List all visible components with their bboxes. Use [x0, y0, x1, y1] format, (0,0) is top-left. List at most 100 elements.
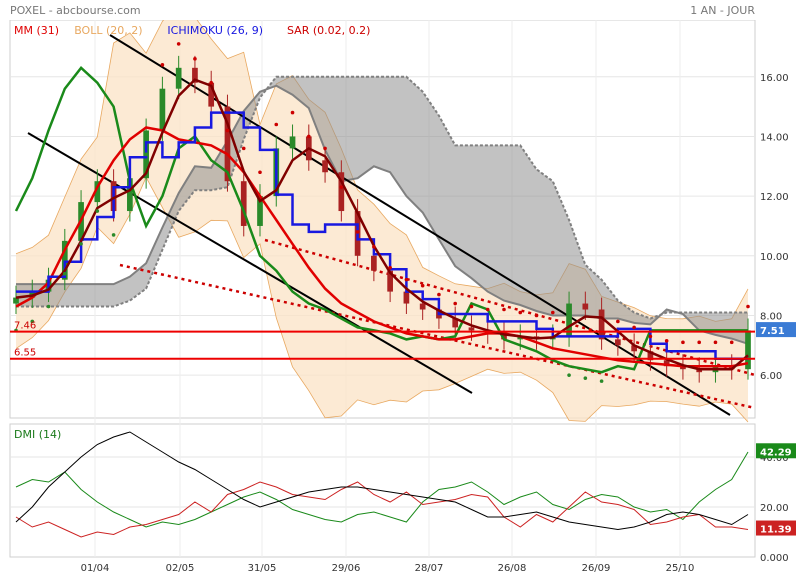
sar-dot — [713, 340, 718, 345]
candle-body — [289, 136, 296, 149]
sar-dot — [648, 334, 653, 339]
candle-body — [322, 160, 328, 173]
candle-body — [175, 67, 182, 89]
dmi-minus-line — [15, 481, 749, 538]
date-axis: 01/04 02/05 31/05 29/06 28/07 26/08 26/09 25/10 — [81, 563, 695, 574]
candle-body — [696, 369, 703, 373]
price-tick-label: 12.00 — [760, 192, 789, 203]
dmi-axis: 40.00 20.00 0.000 — [760, 453, 789, 564]
dmi-plus-line — [15, 451, 749, 528]
candle-body — [94, 181, 101, 203]
candle-body — [240, 181, 247, 226]
candle-body — [387, 270, 393, 292]
sar-dot — [404, 277, 409, 282]
candle-body — [582, 303, 589, 310]
dmi-tick-label: 0.000 — [760, 553, 789, 564]
candle-body — [468, 327, 475, 331]
sar-dot — [241, 146, 246, 151]
candle-body — [680, 366, 686, 370]
period-label: 1 AN - JOUR — [690, 4, 755, 17]
sar-dot — [274, 122, 279, 127]
legend-item: SAR (0.02, 0.2) — [287, 24, 370, 37]
level-label: 6.55 — [14, 348, 36, 359]
candle-body — [566, 303, 572, 337]
sar-dot — [453, 301, 458, 306]
sar-dot — [518, 310, 523, 315]
legend-item: ICHIMOKU (26, 9) — [167, 24, 263, 37]
legend-item: BOLL (20, 2) — [74, 24, 142, 37]
legend-item: MM (31) — [14, 24, 59, 37]
candle-body — [127, 178, 133, 212]
price-tick-label: 14.00 — [760, 132, 789, 143]
sar-dot — [355, 230, 360, 234]
senkou-span-b — [16, 75, 748, 320]
senkou-span-a — [16, 84, 749, 345]
price-tick-label: 10.00 — [760, 252, 789, 263]
resistance-dotted-line — [264, 238, 756, 377]
sar-dot — [111, 233, 116, 237]
sar-dot — [209, 80, 213, 85]
dmi-lines — [15, 431, 749, 538]
sar-dot — [176, 42, 181, 46]
last-price-badge-bg — [756, 322, 796, 338]
sar-dot — [63, 271, 67, 276]
price-tick-label: 8.00 — [760, 311, 782, 322]
sar-dot — [632, 325, 636, 330]
sar-dot — [46, 304, 51, 309]
dmi-plus-badge-bg — [756, 443, 796, 459]
price-tick-label: 6.00 — [760, 371, 782, 382]
sar-dot — [95, 209, 100, 213]
sar-dot — [290, 110, 295, 115]
sar-dot — [307, 134, 311, 139]
trend-line-lower — [27, 132, 473, 394]
dmi-plus-badge: 42.29 — [760, 447, 792, 458]
sar-dot — [128, 200, 132, 204]
sar-dot — [681, 340, 685, 345]
sar-dot — [30, 319, 35, 324]
candle-body — [13, 297, 19, 304]
date-tick-label: 29/06 — [332, 563, 361, 574]
candle-body — [631, 345, 637, 352]
candle-body — [257, 196, 263, 226]
sar-dot — [372, 245, 376, 249]
dmi-tick-label: 40.00 — [760, 453, 789, 464]
date-tick-label: 01/04 — [81, 563, 110, 574]
stock-chart: 7.46 6.55 16.00 14.00 12.00 10.00 8.00 6.00 40… — [9, 20, 796, 574]
candle-body — [371, 255, 377, 271]
date-tick-label: 26/08 — [498, 563, 527, 574]
sar-dot — [437, 292, 441, 297]
date-tick-label: 28/07 — [415, 563, 444, 574]
sar-dot — [420, 283, 425, 288]
dmi-minus-badge: 11.39 — [760, 525, 792, 536]
sar-dot — [225, 128, 230, 133]
sar-dot — [583, 376, 588, 380]
candle-body — [224, 106, 231, 182]
parabolic-sar-dots — [14, 42, 750, 383]
moving-average-line — [15, 126, 749, 368]
bollinger-lower-line — [15, 176, 749, 423]
price-axis: 16.00 14.00 12.00 10.00 8.00 6.00 — [760, 73, 789, 382]
date-tick-label: 26/09 — [582, 563, 611, 574]
sar-dot — [551, 310, 555, 315]
candle-body — [192, 67, 198, 83]
date-tick-label: 02/05 — [166, 563, 195, 574]
candle-body — [501, 333, 507, 340]
tenkan-line — [15, 78, 749, 371]
candle-body — [338, 172, 345, 212]
last-price-badge: 7.51 — [760, 326, 785, 337]
candle-body — [61, 240, 68, 280]
sar-dot — [534, 313, 539, 318]
candle-body — [159, 88, 166, 131]
candle-body — [598, 309, 605, 340]
ichimoku-cloud — [16, 76, 748, 344]
dmi-tick-label: 20.00 — [760, 503, 789, 514]
kijun-line — [16, 111, 748, 360]
sar-dot — [485, 307, 490, 312]
sar-dot — [729, 340, 734, 345]
sar-dot — [388, 265, 392, 270]
sar-dot — [746, 304, 750, 309]
sar-dot — [323, 146, 327, 151]
sar-dot — [567, 373, 571, 377]
sar-dot — [664, 339, 669, 343]
dmi-minus-badge-bg — [756, 520, 796, 536]
